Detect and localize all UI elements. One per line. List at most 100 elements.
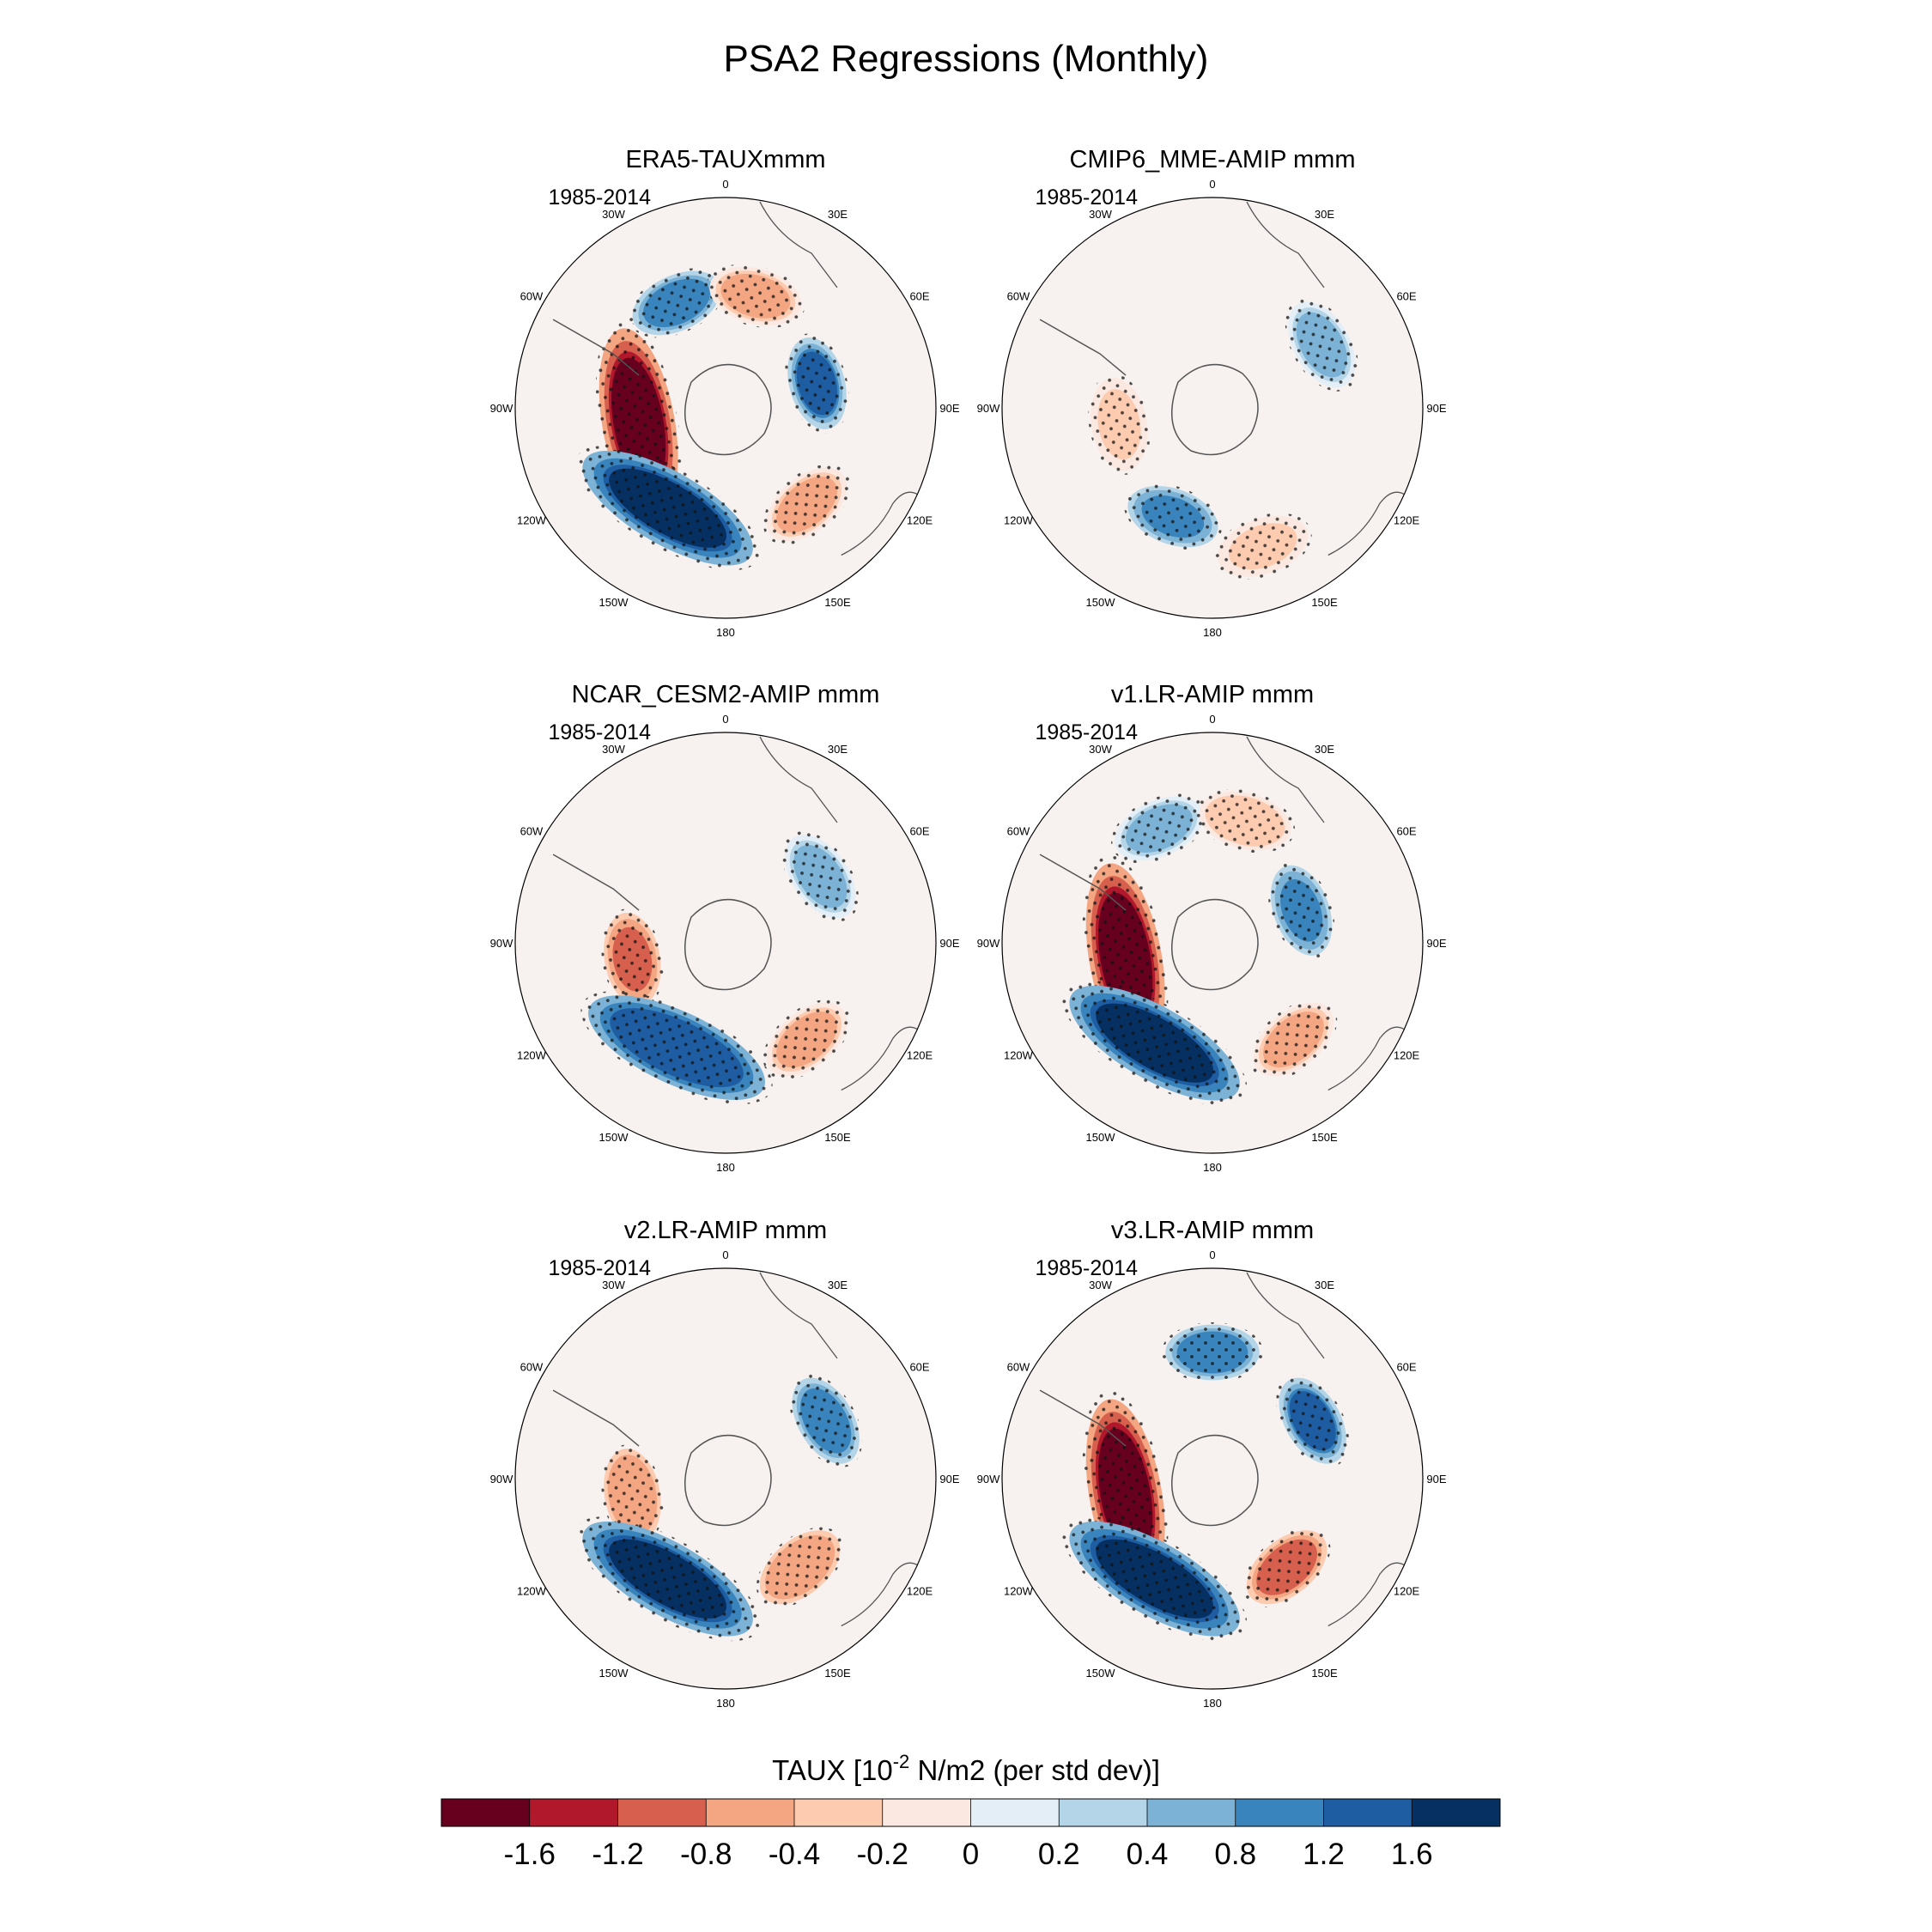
lon-label: 0 (1209, 1249, 1215, 1261)
significance-stipple (785, 333, 849, 434)
map-field (515, 732, 936, 1153)
australia-coastline (841, 1562, 920, 1627)
map-border (1001, 732, 1424, 1154)
significance-stipple (1242, 1527, 1331, 1607)
significance-stipple (1276, 1374, 1350, 1467)
colorbar-tick-label: 0.2 (1038, 1838, 1080, 1871)
antarctica-coastline (684, 1434, 772, 1527)
map-border (514, 1267, 937, 1690)
lon-label: 120W (517, 514, 547, 527)
africa-coastline (759, 736, 838, 823)
lon-label: 90W (490, 1473, 513, 1485)
lon-label: 90E (939, 937, 959, 950)
significance-stipple (756, 1527, 844, 1607)
south-america-coastline (1039, 854, 1127, 911)
lon-label: 30W (1089, 1279, 1112, 1291)
lon-label: 120W (1004, 1049, 1034, 1062)
colorbar-tick-label: -1.6 (504, 1838, 556, 1871)
south-america-coastline (552, 854, 640, 911)
colorbar-tick-label: -0.4 (769, 1838, 820, 1871)
colorbar: -1.6 -1.2 -0.8 -0.4 -0.2 0 0.2 0.4 0.8 1.2 1.6 TAUX… (440, 1751, 1501, 1871)
panels-group: ERA5-TAUXmmm 1985-2014 0 30E 60E 90E 120E 150E 1… (490, 146, 1447, 1710)
lon-label: 180 (716, 626, 735, 639)
map-field (1002, 732, 1423, 1153)
panel-3: NCAR_CESM2-AMIP mmm 1985-2014 0 30E 60E 90E 12… (490, 681, 960, 1174)
colorbar-bin (617, 1799, 707, 1826)
lon-label: 30W (1089, 743, 1112, 756)
lon-label: 120E (1394, 1585, 1420, 1598)
lon-label: 180 (1203, 1697, 1222, 1710)
colorbar-bin (706, 1799, 795, 1826)
lon-label: 60E (1396, 825, 1416, 838)
south-america-coastline (552, 319, 640, 376)
lon-label: 120E (1394, 514, 1420, 527)
panel-title: v2.LR-AMIP mmm (624, 1217, 827, 1244)
panel-title: v3.LR-AMIP mmm (1111, 1217, 1314, 1244)
colorbar-tick-label: -0.8 (680, 1838, 732, 1871)
panel-title: NCAR_CESM2-AMIP mmm (572, 681, 880, 708)
lon-label: 0 (1209, 713, 1215, 726)
lon-label: 90W (490, 937, 513, 950)
significance-stipple (1161, 1321, 1264, 1383)
significance-stipple (781, 831, 859, 922)
lon-label: 150W (1086, 596, 1116, 609)
lon-label: 150E (1311, 596, 1338, 609)
africa-coastline (1246, 201, 1325, 289)
panel-period: 1985-2014 (548, 720, 651, 744)
panel-period: 1985-2014 (548, 1256, 651, 1280)
lon-label: 150W (599, 1667, 629, 1680)
significance-stipple (575, 1516, 761, 1642)
lon-label: 90W (977, 1473, 1000, 1485)
lon-label: 150E (1311, 1667, 1338, 1680)
lon-label: 60W (520, 290, 544, 303)
significance-stipple (580, 991, 773, 1105)
lon-label: 60E (1396, 1361, 1416, 1374)
lon-label: 90W (977, 402, 1000, 415)
lon-label: 150W (1086, 1131, 1116, 1144)
lon-label: 90E (1426, 402, 1446, 415)
panel-2: CMIP6_MME-AMIP mmm 1985-2014 0 30E 60E 90E 120… (977, 146, 1447, 639)
lon-label: 0 (722, 178, 728, 191)
lon-label: 60W (1007, 1361, 1030, 1374)
significance-stipple (705, 264, 805, 328)
lon-label: 120E (907, 1049, 933, 1062)
significance-stipple (1213, 513, 1312, 580)
panel-4: v1.LR-AMIP mmm 1985-2014 0 30E 60E 90E 120E 150… (977, 681, 1447, 1174)
lon-label: 60E (909, 290, 929, 303)
lon-label: 60W (520, 1361, 544, 1374)
lon-label: 150W (599, 596, 629, 609)
panel-period: 1985-2014 (1035, 1256, 1138, 1280)
lon-label: 180 (1203, 1161, 1222, 1174)
lon-label: 90E (939, 1473, 959, 1485)
lon-label: 30E (828, 743, 848, 756)
lon-label: 60W (520, 825, 544, 838)
panel-6: v3.LR-AMIP mmm 1985-2014 0 30E 60E 90E 120E 150… (977, 1217, 1447, 1710)
australia-coastline (841, 1026, 920, 1091)
africa-coastline (759, 201, 838, 289)
lon-label: 30E (828, 1279, 848, 1291)
significance-stipple (1111, 793, 1207, 864)
colorbar-bin (1235, 1799, 1324, 1826)
significance-stipple (575, 446, 761, 571)
map-border (1001, 1267, 1424, 1690)
colorbar-bin (794, 1799, 884, 1826)
lon-label: 150E (1311, 1131, 1338, 1144)
significance-stipple (762, 464, 851, 545)
panel-1: ERA5-TAUXmmm 1985-2014 0 30E 60E 90E 120E 150E 1… (490, 146, 960, 639)
lon-label: 120W (1004, 514, 1034, 527)
south-america-coastline (1039, 319, 1127, 376)
lon-label: 120E (1394, 1049, 1420, 1062)
significance-stipple (1285, 298, 1358, 392)
map-field (1002, 1268, 1423, 1689)
panel-title: CMIP6_MME-AMIP mmm (1070, 146, 1356, 173)
lon-label: 120W (517, 1049, 547, 1062)
antarctica-coastline (1171, 898, 1259, 991)
colorbar-tick-label: -1.2 (592, 1838, 643, 1871)
colorbar-tick-label: 1.6 (1391, 1838, 1433, 1871)
colorbar-tick-label: 0.8 (1214, 1838, 1256, 1871)
panel-title: ERA5-TAUXmmm (625, 146, 825, 173)
lon-label: 30W (602, 1279, 625, 1291)
lon-label: 120E (907, 514, 933, 527)
lon-label: 30W (602, 743, 625, 756)
colorbar-bin (1323, 1799, 1413, 1826)
